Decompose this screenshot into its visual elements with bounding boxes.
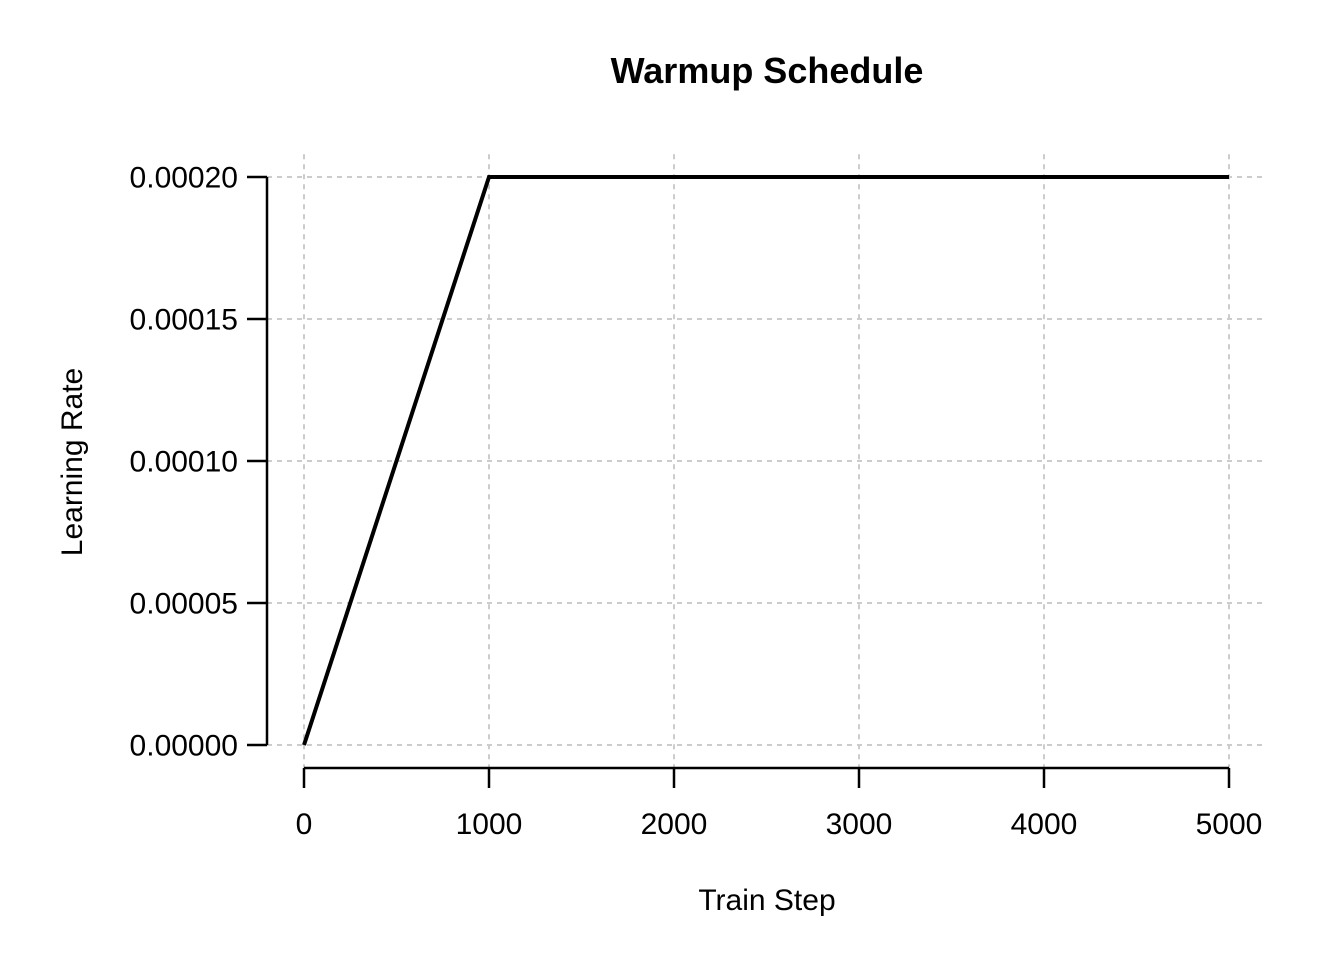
x-axis-title: Train Step — [698, 884, 836, 917]
x-tick-label: 4000 — [1011, 808, 1078, 841]
x-tick-label: 2000 — [641, 808, 708, 841]
chart-title: Warmup Schedule — [610, 50, 924, 91]
x-tick-label: 5000 — [1196, 808, 1263, 841]
y-tick-label: 0.00020 — [130, 162, 238, 195]
x-tick-label: 1000 — [456, 808, 523, 841]
y-axis-title: Learning Rate — [56, 367, 89, 557]
y-tick-label: 0.00015 — [130, 304, 238, 337]
y-tick-label: 0.00000 — [130, 730, 238, 763]
learning-rate-line — [302, 175, 1229, 746]
x-tick-label: 3000 — [826, 808, 893, 841]
y-tick-label: 0.00010 — [130, 446, 238, 479]
x-tick-label: 0 — [296, 808, 313, 841]
y-tick-label: 0.00005 — [130, 588, 238, 621]
